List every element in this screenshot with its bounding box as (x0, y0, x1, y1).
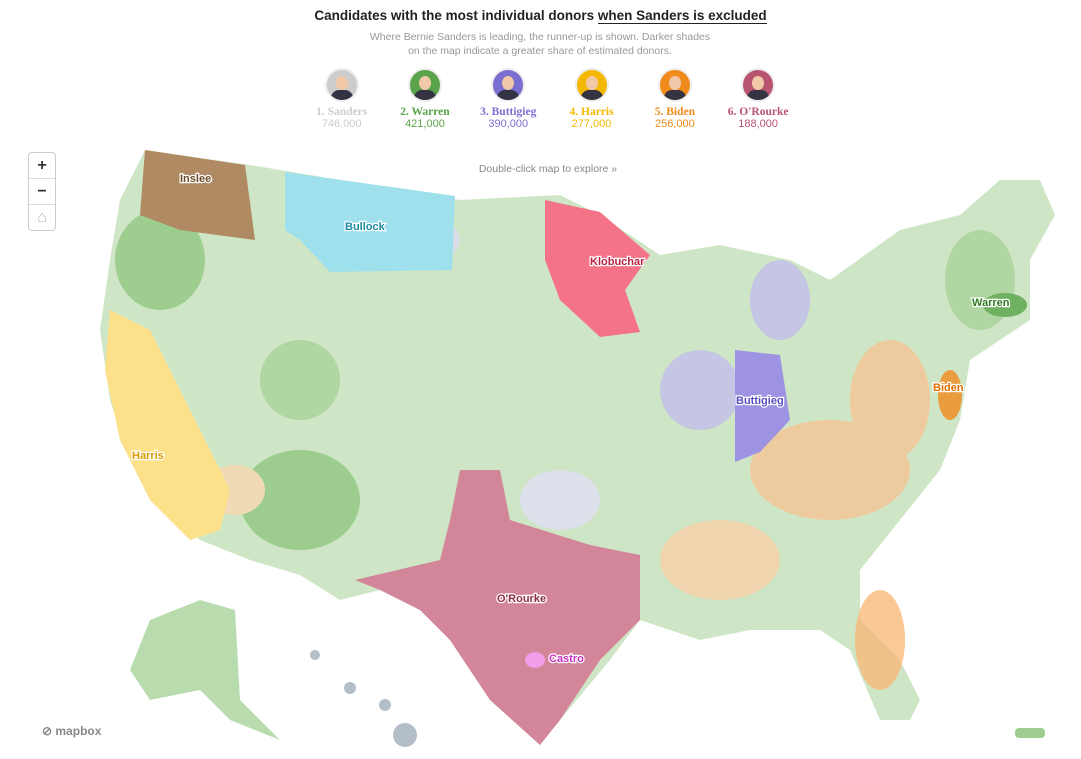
zoom-out-button[interactable]: − (29, 179, 55, 205)
puerto-rico (1015, 728, 1045, 738)
candidate-name: 2. Warren (400, 106, 450, 118)
region-indiana-buttigieg (735, 350, 790, 462)
candidate-donors: 277,000 (571, 118, 612, 130)
candidate-avatar (574, 68, 609, 102)
region-texas-orourke (355, 470, 640, 745)
map-title: Candidates with the most individual dono… (314, 8, 767, 24)
candidate-legend: 1. Sanders 746,000 2. Warren 421,000 3. Butt… (300, 68, 800, 130)
candidate-item: 1. Sanders 746,000 (300, 68, 383, 130)
zoom-in-button[interactable]: + (29, 153, 55, 179)
candidate-donors: 421,000 (405, 118, 445, 130)
candidate-name: 4. Harris (569, 106, 614, 118)
candidate-item: 2. Warren 421,000 (383, 68, 466, 130)
candidate-item: 6. O'Rourke 188,000 (716, 68, 799, 130)
label-klobuchar: Klobuchar (590, 256, 645, 268)
mapbox-logo[interactable]: ⊘ mapbox (42, 724, 102, 738)
subtitle: Where Bernie Sanders is leading, the run… (369, 31, 711, 57)
candidate-item: 5. Biden 256,000 (633, 68, 716, 130)
region-montana-bullock (285, 172, 455, 272)
alaska (130, 600, 280, 740)
candidate-item: 3. Buttigieg 390,000 (467, 68, 550, 130)
region-bexar-castro (525, 652, 545, 668)
home-icon[interactable]: ⌂ (37, 209, 47, 226)
label-buttigieg: Buttigieg (736, 395, 784, 407)
zoom-controls: + − ⌂ (28, 152, 56, 231)
region-california-harris (105, 310, 230, 540)
candidate-avatar (741, 68, 776, 102)
candidate-donors: 256,000 (654, 118, 695, 130)
candidate-name: 1. Sanders (316, 106, 368, 118)
candidate-name: 5. Biden (654, 106, 695, 118)
candidate-avatar (657, 68, 692, 102)
us-base (100, 150, 1055, 745)
label-warren: Warren (972, 297, 1010, 309)
label-biden: Biden (933, 382, 964, 394)
region-massachusetts-warren (983, 293, 1027, 317)
label-orourke: O'Rourke (497, 593, 546, 605)
candidate-name: 3. Buttigieg (480, 106, 537, 118)
hawaii (310, 650, 417, 747)
candidate-donors: 390,000 (488, 118, 529, 130)
candidate-avatar (491, 68, 526, 102)
candidate-avatar (324, 68, 359, 102)
candidate-donors: 746,000 (321, 118, 362, 130)
candidate-donors: 188,000 (738, 118, 779, 130)
candidate-avatar (407, 68, 442, 102)
explore-hint: Double-click map to explore » (478, 163, 618, 175)
region-delmarva-biden (938, 370, 962, 420)
region-minnesota-klobuchar (545, 200, 650, 337)
label-bullock: Bullock (345, 221, 386, 233)
candidate-item: 4. Harris 277,000 (550, 68, 633, 130)
candidate-name: 6. O'Rourke (727, 106, 789, 118)
label-inslee: Inslee (180, 173, 211, 185)
label-castro: Castro (549, 653, 584, 665)
region-washington-inslee (140, 150, 255, 240)
title-emphasis: when Sanders is excluded (597, 8, 767, 24)
label-harris: Harris (132, 450, 164, 462)
